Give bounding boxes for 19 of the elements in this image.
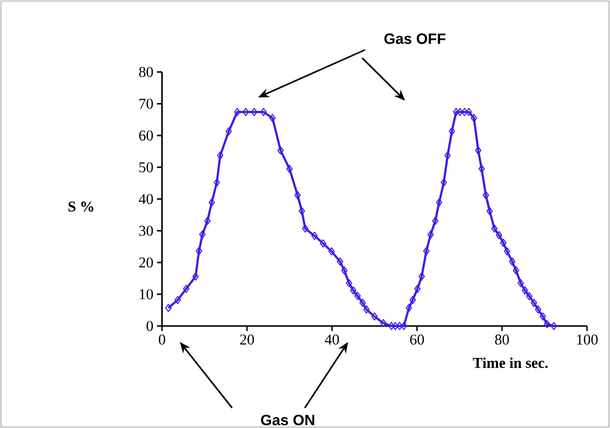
y-tick-label: 0 bbox=[146, 320, 153, 332]
y-tick-label: 50 bbox=[139, 162, 153, 172]
y-tick-label: 40 bbox=[138, 194, 153, 204]
x-tick-label: 20 bbox=[240, 334, 254, 345]
x-tick-label: 60 bbox=[410, 334, 424, 345]
y-axis-title: S % bbox=[68, 202, 94, 212]
y-tick-label: 30 bbox=[139, 226, 153, 236]
x-tick-label: 40 bbox=[324, 334, 339, 345]
x-tick-label: 80 bbox=[495, 334, 509, 345]
text: Gas OFF bbox=[384, 33, 446, 44]
x-tick-label: 0 bbox=[158, 334, 166, 345]
y-tick-label: 20 bbox=[139, 257, 153, 268]
y-tick-label: 70 bbox=[140, 98, 153, 109]
y-tick-label: 80 bbox=[139, 66, 153, 78]
y-tick-label: 10 bbox=[140, 289, 153, 300]
text: Gas ON bbox=[261, 414, 314, 426]
y-tick-label: 60 bbox=[139, 130, 153, 141]
x-tick-label: 100 bbox=[577, 334, 598, 345]
x-axis-title: Time in sec. bbox=[472, 357, 548, 368]
